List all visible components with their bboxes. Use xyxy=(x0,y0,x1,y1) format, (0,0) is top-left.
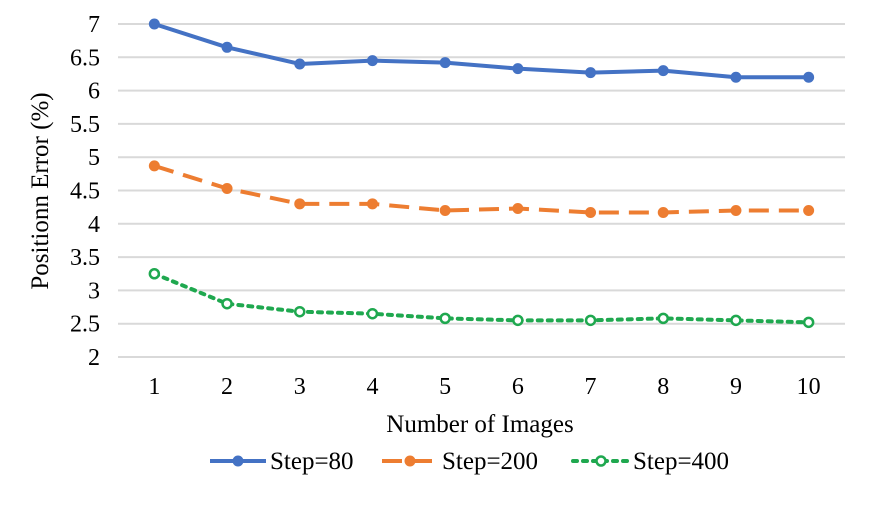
y-tick-label: 3.5 xyxy=(70,245,100,271)
data-point xyxy=(512,202,524,214)
x-tick-label: 1 xyxy=(148,374,160,400)
data-point xyxy=(148,160,160,172)
x-tick-label: 9 xyxy=(730,374,742,400)
data-point xyxy=(730,314,742,327)
data-point xyxy=(366,55,378,67)
data-point xyxy=(512,314,524,327)
x-tick-label: 7 xyxy=(585,374,597,400)
y-tick-label: 5 xyxy=(88,145,100,171)
data-point xyxy=(221,183,233,195)
x-axis-title: Number of Images xyxy=(386,411,573,438)
legend-label: Step=80 xyxy=(270,448,354,475)
x-tick-label: 2 xyxy=(221,374,233,400)
y-tick-label: 3 xyxy=(88,278,100,304)
x-tick-label: 10 xyxy=(797,374,821,400)
x-tick-label: 3 xyxy=(294,374,306,400)
y-tick-label: 4.5 xyxy=(70,179,100,205)
series-3 xyxy=(148,268,815,329)
data-point xyxy=(730,204,742,216)
data-point xyxy=(730,71,742,83)
data-point xyxy=(439,312,451,325)
data-point xyxy=(585,206,597,218)
data-point xyxy=(657,65,669,77)
legend-marker xyxy=(595,455,607,467)
y-tick-label: 6.5 xyxy=(70,45,100,71)
series-line xyxy=(153,163,809,215)
legend-label: Step=200 xyxy=(442,448,538,475)
x-tick-label: 5 xyxy=(439,374,451,400)
y-tick-label: 2.5 xyxy=(70,312,100,338)
legend-entry: Step=200 xyxy=(382,448,538,475)
legend-entry: Step=400 xyxy=(571,448,729,475)
data-point xyxy=(657,206,669,218)
data-point xyxy=(294,305,306,318)
x-axis-ticks: 1 2 3 4 5 6 7 8 9 10 xyxy=(148,374,820,400)
legend-label: Step=400 xyxy=(633,448,729,475)
y-tick-label: 4 xyxy=(88,212,100,238)
data-point xyxy=(148,18,160,30)
y-axis-ticks: 2 2.5 3 3.5 4 4.5 5 5.5 6 6.5 7 xyxy=(70,12,100,371)
data-point xyxy=(585,67,597,79)
series-lines xyxy=(148,18,815,329)
series-1 xyxy=(148,18,815,83)
legend-marker xyxy=(232,455,244,467)
y-tick-label: 7 xyxy=(88,12,100,38)
y-axis-title: Positionn Error (%) xyxy=(27,92,54,289)
x-tick-label: 6 xyxy=(512,374,524,400)
series-2 xyxy=(148,160,815,218)
data-point xyxy=(148,268,161,280)
data-point xyxy=(439,57,451,69)
data-point xyxy=(221,297,233,310)
series-line xyxy=(153,22,809,80)
data-point xyxy=(657,312,669,325)
data-point xyxy=(294,198,306,210)
data-point xyxy=(512,63,524,75)
data-point xyxy=(803,204,815,216)
x-tick-label: 4 xyxy=(366,374,378,400)
legend: Step=80 Step=200 Step=400 xyxy=(210,448,729,475)
y-tick-label: 5.5 xyxy=(70,112,100,138)
data-point xyxy=(802,316,815,329)
legend-entry: Step=80 xyxy=(210,448,354,475)
data-point xyxy=(439,204,451,216)
y-tick-label: 6 xyxy=(88,79,100,105)
series-line xyxy=(152,271,811,325)
grid-lines xyxy=(118,23,845,358)
data-point xyxy=(221,41,233,53)
data-point xyxy=(366,198,378,210)
x-tick-label: 8 xyxy=(657,374,669,400)
y-tick-label: 2 xyxy=(88,345,100,371)
data-point xyxy=(803,71,815,83)
data-point xyxy=(366,307,379,320)
data-point xyxy=(294,58,306,70)
legend-marker xyxy=(404,455,416,467)
data-point xyxy=(584,314,597,327)
